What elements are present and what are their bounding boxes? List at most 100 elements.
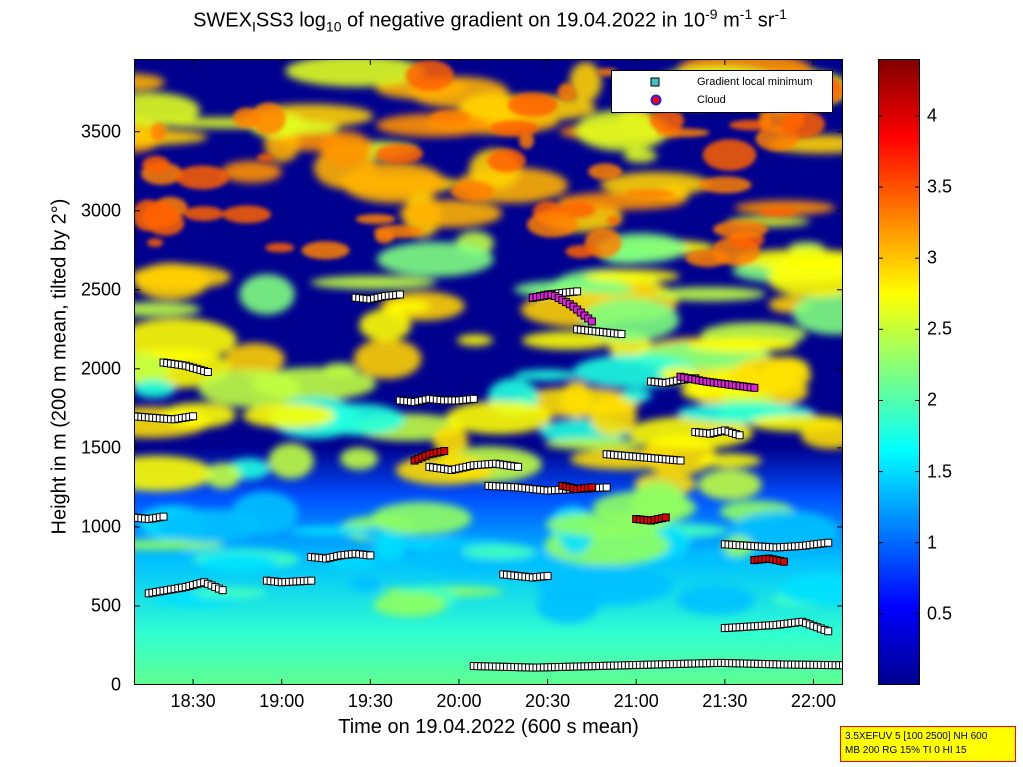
heatmap-hotspot (685, 249, 730, 267)
gradient-minimum-marker (735, 431, 744, 440)
colorbar-gradient (878, 59, 920, 685)
colorbar-tick-label: 2 (927, 389, 938, 410)
heatmap-band (192, 587, 268, 599)
gradient-minimum-marker (543, 571, 552, 580)
legend-entry-cloud: Cloud (612, 92, 832, 108)
heatmap-band (311, 403, 405, 436)
heatmap-band (339, 447, 379, 470)
y-tick-label: 3500 (80, 121, 121, 142)
heatmap-band (544, 438, 644, 451)
heatmap-band (341, 161, 445, 204)
chart-title: SWEXISS3 log10 of negative gradient on 1… (193, 6, 787, 35)
heatmap-hotspot (265, 242, 295, 253)
heatmap-band (359, 309, 412, 342)
heatmap-hotspot (507, 93, 558, 118)
heatmap-band (239, 274, 295, 315)
heatmap-band (792, 292, 843, 335)
heatmap-hotspot (355, 213, 396, 225)
x-axis-label: Time on 19.04.2022 (600 s mean) (338, 716, 639, 738)
heatmap-hotspot (526, 211, 578, 238)
colorbar-tick-marks (878, 115, 920, 615)
x-tick-label: 19:30 (347, 691, 393, 711)
heatmap-hotspot (257, 153, 274, 162)
cloud-marker (661, 513, 670, 522)
heatmap-band (134, 539, 224, 551)
heatmap-hotspot (649, 108, 685, 133)
heatmap-hotspot (450, 181, 495, 202)
heatmap-hotspot (607, 215, 620, 225)
x-tick-label: 22:00 (790, 691, 836, 711)
gradient-minimum-marker (573, 287, 582, 296)
heatmap-hotspot (702, 139, 757, 171)
heatmap-band (134, 455, 215, 492)
heatmap-band (198, 553, 279, 573)
gradient-minimum-marker (307, 576, 316, 585)
heatmap-band (268, 442, 314, 479)
heatmap-band (445, 401, 552, 435)
heatmap-hotspot (375, 143, 424, 164)
heatmap-hotspot (780, 110, 825, 138)
heatmap-band (134, 379, 176, 399)
x-tick-label: 21:00 (613, 691, 659, 711)
legend-entry-gradient-minimum: Gradient local minimum (612, 74, 832, 90)
gradient-minimum-marker (159, 512, 168, 521)
gradient-minimum-marker (469, 394, 478, 403)
heatmap-hotspot (142, 155, 170, 174)
gradient-minimum-marker (218, 586, 227, 595)
heatmap-band (584, 269, 680, 283)
gradient-minimum-marker (617, 330, 626, 339)
heatmap-band (373, 592, 447, 617)
x-tick-label: 20:00 (436, 691, 482, 711)
heatmap-hotspot (557, 82, 576, 102)
gradient-minimum-marker (839, 661, 843, 670)
heatmap-band (386, 300, 431, 313)
heatmap-band (134, 92, 200, 128)
heatmap-band (220, 160, 282, 184)
heatmap-hotspot (301, 241, 350, 260)
x-tick-label: 18:30 (170, 691, 216, 711)
heatmap-hotspot (175, 165, 230, 190)
heatmap-band (589, 394, 637, 437)
x-tick-label: 20:30 (525, 691, 571, 711)
x-tick-label: 21:30 (702, 691, 748, 711)
cloud-marker (587, 483, 596, 492)
heatmap-band (600, 171, 710, 197)
heatmap-hotspot (150, 122, 166, 142)
heatmap-band (687, 551, 742, 564)
heatmap-band (322, 362, 358, 377)
x-tick-marks (192, 59, 814, 685)
heatmap-band (376, 241, 494, 277)
heatmap-band (371, 501, 472, 535)
heatmap-bands (134, 59, 843, 624)
heatmap-band (205, 462, 241, 489)
heatmap-band (326, 557, 379, 568)
heatmap-hotspot (565, 245, 596, 259)
heatmap-band (630, 480, 687, 524)
heatmap-band (399, 199, 503, 228)
heatmap-band (134, 264, 231, 290)
heatmap-hotspot (222, 205, 272, 224)
gradient-minimum-marker (203, 368, 212, 376)
heatmap-band (627, 416, 754, 450)
heatmap-band (288, 526, 370, 537)
heatmap-hotspot (487, 148, 526, 173)
heatmap-hotspot (519, 132, 535, 149)
heatmap-band (456, 334, 494, 346)
heatmap-hotspot (758, 109, 771, 130)
y-tick-label: 0 (110, 674, 121, 695)
y-tick-label: 2500 (80, 279, 121, 300)
heatmap-band (242, 403, 336, 429)
circle-marker-icon (650, 94, 662, 106)
heatmap-band (158, 509, 264, 543)
heatmap-band (687, 337, 798, 353)
x-tick-label: 19:00 (259, 691, 305, 711)
gradient-minimum-marker (366, 551, 375, 560)
heatmap-band (697, 469, 762, 500)
heatmap-band (198, 369, 301, 408)
heatmap-band (310, 275, 437, 290)
heatmap-band (698, 453, 762, 468)
plot-frame (134, 59, 843, 685)
gradient-minimum-marker (189, 412, 198, 421)
gradient-minimum-marker (602, 483, 611, 492)
square-marker-icon (650, 77, 660, 87)
